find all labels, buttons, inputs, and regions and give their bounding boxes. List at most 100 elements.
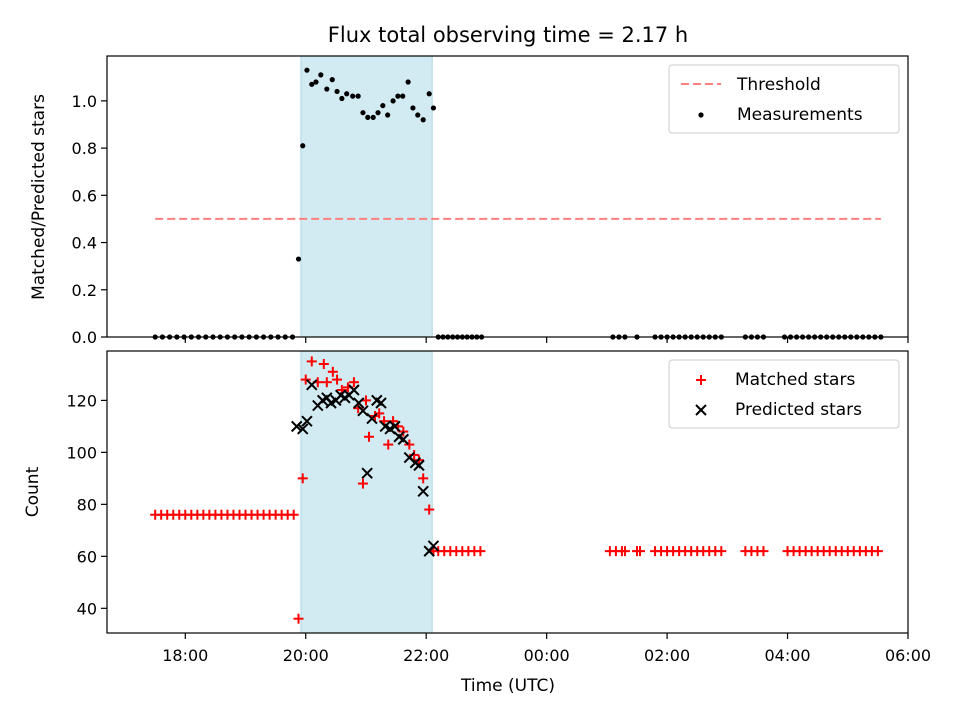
x-tick-label: 06:00 <box>885 646 931 665</box>
measurement-point <box>375 110 381 116</box>
x-tick-label: 22:00 <box>403 646 449 665</box>
bottom-observing-window-shade <box>300 350 433 634</box>
measurement-point <box>405 79 411 85</box>
measurement-point <box>410 105 416 111</box>
measurement-point <box>360 110 366 116</box>
predicted-star-marker <box>306 379 318 391</box>
y-tick-label: 1.0 <box>72 92 97 111</box>
top-panel: 0.0 0.2 0.4 0.6 0.8 1.0 Matched/Predicted sta… <box>29 55 909 347</box>
matched-star-marker <box>619 546 630 557</box>
matched-star-markers <box>150 356 883 624</box>
predicted-star-marker <box>291 420 303 433</box>
predicted-star-marker <box>389 420 401 433</box>
predicted-star-markers <box>291 379 440 557</box>
predicted-star-marker <box>397 433 410 446</box>
legend-threshold-label: Threshold <box>736 75 821 95</box>
predicted-star-marker <box>366 412 378 425</box>
matched-star-marker <box>332 374 343 385</box>
legend-predicted-swatch <box>695 404 707 416</box>
matched-star-marker <box>348 377 359 388</box>
measurement-point <box>430 105 437 111</box>
predicted-star-marker <box>301 415 313 427</box>
top-y-ticks: 0.0 0.2 0.4 0.6 0.8 1.0 <box>72 92 107 347</box>
y-tick-label: 40 <box>77 599 97 618</box>
measurement-point <box>304 67 310 73</box>
measurement-point <box>380 102 386 109</box>
legend-predicted-label: Predicted stars <box>735 400 862 420</box>
matched-star-marker <box>288 509 299 520</box>
predicted-star-marker <box>361 467 373 479</box>
bottom-y-axis-label: Count <box>23 466 43 517</box>
measurement-point <box>420 117 426 123</box>
matched-star-marker <box>475 546 486 557</box>
x-axis-label: Time (UTC) <box>460 676 555 696</box>
top-x-ticks <box>184 337 909 343</box>
predicted-star-marker <box>357 405 369 417</box>
legend-matched-swatch <box>696 375 706 385</box>
measurement-point <box>395 93 401 99</box>
measurement-point <box>415 112 421 118</box>
matched-star-marker <box>404 439 415 450</box>
predicted-star-marker <box>297 423 309 435</box>
predicted-star-marker <box>353 397 365 409</box>
bottom-legend: Matched stars Predicted stars <box>668 359 900 429</box>
matched-star-marker <box>318 358 329 369</box>
measurement-point <box>324 86 330 92</box>
measurement-point <box>334 88 340 95</box>
bottom-panel: 40 60 80 100 120 18:00 20:00 22:00 00:00 02:00 04… <box>23 350 931 696</box>
matched-star-marker <box>634 546 645 557</box>
predicted-star-marker <box>427 540 440 552</box>
x-tick-label: 00:00 <box>524 646 570 665</box>
measurement-point <box>318 72 324 78</box>
bottom-legend-box <box>668 359 900 429</box>
measurement-point <box>344 91 350 97</box>
measurement-point <box>350 93 356 99</box>
matched-star-marker <box>383 439 394 450</box>
matched-star-marker <box>327 366 338 377</box>
measurement-point <box>426 91 432 97</box>
matched-star-marker <box>363 431 374 442</box>
predicted-star-marker <box>417 485 429 498</box>
measurement-point <box>365 114 371 120</box>
y-tick-label: 0.2 <box>72 281 97 300</box>
measurement-point <box>385 112 391 118</box>
matched-star-marker <box>716 546 727 557</box>
x-tick-label: 18:00 <box>162 646 208 665</box>
y-tick-label: 80 <box>77 495 97 514</box>
matched-star-marker <box>321 377 332 388</box>
top-observing-window-shade <box>300 55 433 338</box>
measurement-point <box>400 93 406 99</box>
x-tick-label: 04:00 <box>764 646 810 665</box>
measurement-point <box>295 256 302 262</box>
top-y-axis-label: Matched/Predicted stars <box>29 94 49 300</box>
top-legend-box <box>668 64 900 134</box>
measurement-point <box>390 98 396 104</box>
matched-star-marker <box>872 546 883 557</box>
matched-star-marker <box>357 478 368 489</box>
matched-star-marker <box>297 473 308 484</box>
bottom-plot-frame <box>106 350 909 634</box>
x-tick-label: 20:00 <box>283 646 329 665</box>
y-tick-label: 60 <box>77 547 97 566</box>
bottom-x-ticks: 18:00 20:00 22:00 00:00 02:00 04:00 06:00 <box>162 633 931 665</box>
y-tick-label: 100 <box>66 443 97 462</box>
legend-matched-label: Matched stars <box>735 370 855 390</box>
measurement-point <box>313 79 319 85</box>
y-tick-label: 120 <box>66 391 97 410</box>
matched-star-marker <box>300 374 311 385</box>
matched-star-marker <box>758 546 769 557</box>
measurement-point <box>339 95 345 102</box>
matched-star-marker <box>418 473 429 484</box>
measurement-point <box>370 114 376 120</box>
matched-star-marker <box>424 504 435 515</box>
predicted-star-marker <box>348 384 360 396</box>
x-tick-label: 02:00 <box>644 646 690 665</box>
y-tick-label: 0.4 <box>72 234 97 253</box>
matched-star-marker <box>306 356 317 367</box>
top-legend: Threshold Measurements <box>668 64 900 134</box>
matched-star-marker <box>293 613 304 624</box>
measurement-point <box>355 93 361 99</box>
predicted-star-marker <box>413 459 425 472</box>
top-plot-frame <box>106 55 909 338</box>
measurement-point <box>300 143 306 149</box>
